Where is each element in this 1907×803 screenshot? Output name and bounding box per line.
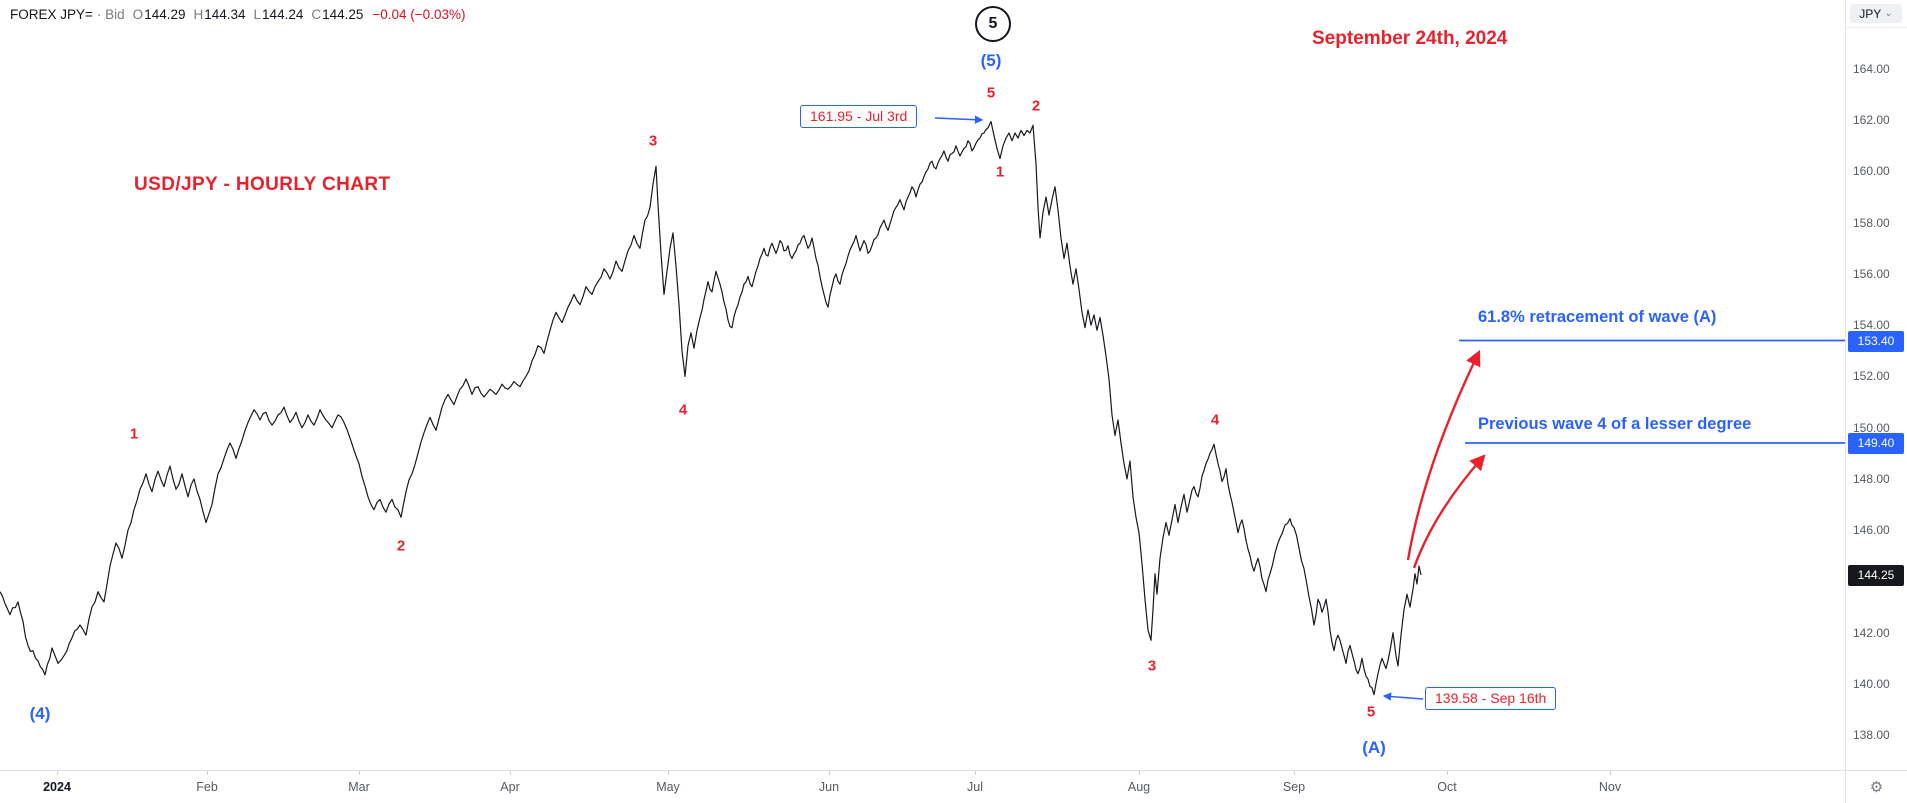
circled-wave-5-marker[interactable]: 5 — [975, 6, 1011, 42]
level-price-badge: 153.40 — [1848, 331, 1904, 352]
ohlc-value: 144.24 — [262, 7, 304, 22]
price-axis-label: 160.00 — [1853, 164, 1890, 178]
time-axis[interactable]: 2024 Feb Mar Apr May Jun Jul Aug Sep Oct Nov — [0, 770, 1845, 803]
wave-label: (5) — [980, 51, 1002, 70]
time-axis-label: 2024 — [43, 780, 71, 794]
price-axis-label: 154.00 — [1853, 318, 1890, 332]
wave-label: 3 — [648, 132, 658, 150]
time-axis-label: Aug — [1127, 780, 1151, 794]
ohlc-value: 144.29 — [144, 7, 186, 22]
gear-icon[interactable]: ⚙ — [1869, 778, 1884, 796]
ohlc-key: L — [253, 7, 262, 22]
price-line[interactable] — [0, 120, 1422, 696]
wave-label: 4 — [1210, 411, 1220, 429]
symbol-legend[interactable]: FOREX JPY= · Bid O144.29 H144.34 L144.24 C144… — [10, 7, 465, 22]
time-axis-tick — [975, 771, 976, 775]
price-axis-label: 150.00 — [1853, 421, 1890, 435]
time-axis-tick — [510, 771, 511, 775]
price-axis-header: JPY ⌄ — [1846, 0, 1907, 28]
previous-wave4-note: Previous wave 4 of a lesser degree — [1478, 415, 1752, 433]
feed-type: · Bid — [96, 7, 125, 22]
date-annotation: September 24th, 2024 — [1312, 28, 1508, 49]
time-axis-tick — [668, 771, 669, 775]
wave-label: 5 — [986, 84, 996, 102]
ohlc-key: H — [193, 7, 204, 22]
wave-label: 4 — [678, 401, 688, 419]
wave-label: 1 — [129, 425, 139, 443]
price-axis-label: 140.00 — [1853, 677, 1890, 691]
time-axis-label: Oct — [1437, 780, 1457, 794]
currency-label: JPY — [1859, 6, 1882, 21]
time-axis-label: Apr — [500, 780, 520, 794]
ohlc-values: O144.29 H144.34 L144.24 C144.25 — [125, 7, 364, 22]
wave-label: 2 — [396, 537, 406, 555]
price-axis-label: 142.00 — [1853, 626, 1890, 640]
price-axis[interactable]: JPY ⌄ 164.00 162.00 160.00 158.00 156.00 154.… — [1845, 0, 1907, 770]
price-axis-label: 158.00 — [1853, 216, 1890, 230]
wave-label: 5 — [1366, 703, 1376, 721]
time-axis-label: Feb — [196, 780, 218, 794]
time-axis-tick — [1139, 771, 1140, 775]
wave-label: (4) — [29, 704, 51, 723]
time-axis-tick — [1610, 771, 1611, 775]
time-axis-label: Jul — [967, 780, 983, 794]
price-axis-label: 156.00 — [1853, 267, 1890, 281]
ohlc-value: 144.25 — [322, 7, 364, 22]
wave-label: (A) — [1362, 738, 1386, 757]
time-axis-label: Mar — [348, 780, 370, 794]
wave-label: 1 — [995, 163, 1005, 181]
axis-settings-corner: ⚙ — [1845, 770, 1907, 803]
price-axis-label: 148.00 — [1853, 472, 1890, 486]
price-callout-sep16[interactable]: 139.58 - Sep 16th — [1425, 687, 1557, 710]
price-axis-label: 164.00 — [1853, 62, 1890, 76]
symbol-name[interactable]: FOREX JPY= — [10, 7, 93, 22]
last-price-badge: 144.25 — [1848, 565, 1904, 586]
time-axis-tick — [207, 771, 208, 775]
level-price-badge: 149.40 — [1848, 433, 1904, 454]
time-axis-tick — [1294, 771, 1295, 775]
price-axis-label: 152.00 — [1853, 369, 1890, 383]
time-axis-tick — [829, 771, 830, 775]
ohlc-key: C — [311, 7, 322, 22]
time-axis-label: Sep — [1282, 780, 1306, 794]
projection-arrow[interactable] — [1412, 454, 1486, 569]
ohlc-key: O — [132, 7, 144, 22]
time-axis-label: Nov — [1598, 780, 1622, 794]
price-callout-jul3[interactable]: 161.95 - Jul 3rd — [800, 105, 918, 128]
chart-plot-area[interactable]: FOREX JPY= · Bid O144.29 H144.34 L144.24 C144… — [0, 0, 1845, 770]
time-axis-label: Jun — [818, 780, 840, 794]
retracement-target-note: 61.8% retracement of wave (A) — [1478, 308, 1717, 326]
callout-arrow[interactable] — [1382, 692, 1424, 701]
callout-arrow[interactable] — [934, 115, 984, 124]
projection-arrow[interactable] — [1406, 349, 1481, 561]
chart-title-watermark: USD/JPY - HOURLY CHART — [134, 174, 391, 195]
time-axis-tick — [57, 771, 58, 775]
price-axis-label: 146.00 — [1853, 523, 1890, 537]
currency-selector[interactable]: JPY ⌄ — [1850, 4, 1902, 23]
price-axis-label: 138.00 — [1853, 728, 1890, 742]
price-change: −0.04 (−0.03%) — [372, 7, 466, 22]
wave-label: 3 — [1147, 657, 1157, 675]
ohlc-value: 144.34 — [204, 7, 246, 22]
time-axis-tick — [359, 771, 360, 775]
wave-label: 2 — [1031, 97, 1041, 115]
price-axis-label: 162.00 — [1853, 113, 1890, 127]
time-axis-label: May — [656, 780, 680, 794]
chevron-down-icon: ⌄ — [1884, 7, 1893, 19]
time-axis-tick — [1447, 771, 1448, 775]
price-line-chart[interactable] — [0, 0, 1845, 770]
